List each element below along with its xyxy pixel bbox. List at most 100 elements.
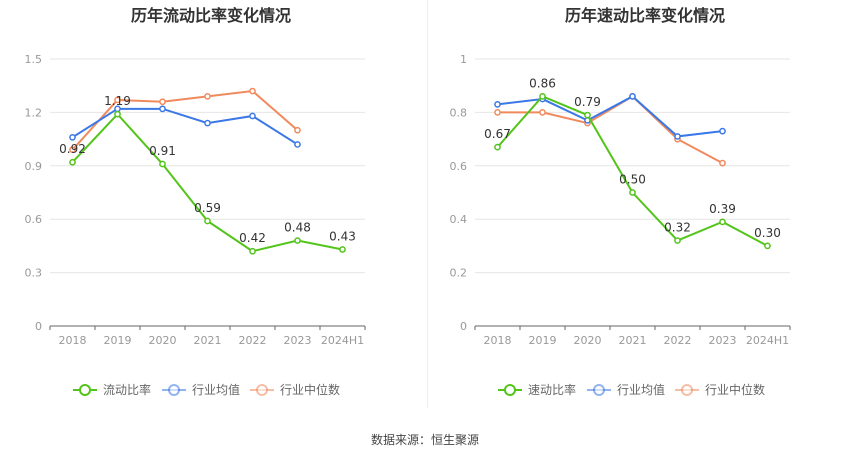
legend-marker bbox=[681, 384, 693, 396]
legend-item: 行业中位数 bbox=[675, 382, 765, 397]
chart-divider bbox=[427, 0, 428, 408]
legend-item: 行业均值 bbox=[587, 382, 665, 397]
data-label: 0.79 bbox=[574, 95, 601, 109]
data-point bbox=[69, 146, 76, 154]
y-tick-label: 0.3 bbox=[25, 267, 43, 280]
x-tick-label: 2019 bbox=[529, 334, 557, 347]
data-label: 0.91 bbox=[149, 144, 176, 158]
y-tick-label: 0.4 bbox=[450, 213, 468, 226]
legend-label: 速动比率 bbox=[528, 382, 576, 397]
data-point bbox=[249, 87, 256, 95]
quick-ratio-chart: 0 0.2 0.4 0.6 0.8 1 2018 2019 2020 2021 2022 2023 20… bbox=[450, 53, 791, 397]
data-point bbox=[294, 237, 301, 244]
x-tick-label: 2024H1 bbox=[321, 334, 364, 347]
data-label: 0.50 bbox=[619, 173, 646, 187]
data-point bbox=[494, 143, 501, 151]
legend-label: 流动比率 bbox=[103, 382, 151, 397]
y-tick-label: 0 bbox=[460, 320, 467, 333]
x-tick-label: 2018 bbox=[484, 334, 512, 347]
y-tick-label: 1.2 bbox=[25, 106, 43, 119]
data-point bbox=[69, 158, 76, 166]
data-point bbox=[159, 160, 166, 168]
data-point bbox=[674, 237, 681, 244]
data-point bbox=[539, 93, 546, 100]
legend-item: 速动比率 bbox=[498, 382, 576, 397]
y-tick-label: 0.9 bbox=[25, 160, 43, 173]
x-tick-label: 2024H1 bbox=[746, 334, 789, 347]
legend-marker bbox=[168, 384, 180, 396]
data-point bbox=[204, 93, 211, 100]
data-point bbox=[764, 242, 771, 250]
series-line bbox=[496, 95, 768, 247]
series-line bbox=[497, 95, 723, 138]
data-point bbox=[249, 247, 256, 255]
y-tick-label: 0.2 bbox=[450, 267, 468, 280]
legend-label: 行业中位数 bbox=[280, 382, 340, 397]
data-point bbox=[719, 218, 726, 226]
data-point bbox=[204, 119, 211, 127]
series-line bbox=[497, 95, 723, 165]
x-tick-label: 2023 bbox=[709, 334, 737, 347]
data-point bbox=[539, 109, 546, 116]
series-line bbox=[71, 107, 299, 146]
data-label: 0.59 bbox=[194, 201, 221, 215]
data-point bbox=[159, 105, 166, 113]
data-point bbox=[114, 110, 121, 118]
x-tick-label: 2022 bbox=[664, 334, 692, 347]
data-point bbox=[674, 133, 681, 140]
data-point bbox=[629, 189, 636, 196]
x-tick-label: 2023 bbox=[284, 334, 312, 347]
y-tick-label: 0.6 bbox=[25, 213, 43, 226]
legend-marker bbox=[504, 384, 516, 396]
data-point bbox=[69, 133, 76, 141]
chart-title-quick-ratio: 历年速动比率变化情况 bbox=[564, 6, 725, 25]
x-tick-label: 2018 bbox=[59, 334, 87, 347]
data-label: 0.43 bbox=[329, 229, 356, 243]
x-tick-label: 2021 bbox=[619, 334, 647, 347]
legend-marker bbox=[79, 384, 91, 396]
y-tick-label: 0 bbox=[35, 320, 42, 333]
data-label: 0.67 bbox=[484, 127, 511, 141]
legend-marker bbox=[256, 384, 268, 396]
data-point bbox=[204, 217, 211, 225]
legend-label: 行业均值 bbox=[617, 382, 665, 397]
data-label: 0.92 bbox=[59, 142, 86, 156]
data-point bbox=[159, 98, 166, 106]
y-tick-label: 0.8 bbox=[450, 106, 468, 119]
legend-label: 行业中位数 bbox=[705, 382, 765, 397]
data-point bbox=[339, 246, 346, 253]
data-point bbox=[294, 126, 301, 134]
data-point bbox=[584, 111, 591, 119]
y-tick-label: 1.5 bbox=[25, 53, 43, 66]
data-point bbox=[719, 159, 726, 167]
legend-label: 行业均值 bbox=[192, 382, 240, 397]
data-label: 0.42 bbox=[239, 231, 266, 245]
data-label: 1.19 bbox=[104, 94, 131, 108]
x-tick-label: 2020 bbox=[149, 334, 177, 347]
data-label: 0.32 bbox=[664, 221, 691, 235]
data-point bbox=[629, 93, 636, 100]
legend-marker bbox=[593, 384, 605, 396]
data-point bbox=[114, 96, 121, 104]
data-point bbox=[249, 112, 256, 120]
data-point bbox=[494, 101, 501, 108]
chart-title-current-ratio: 历年流动比率变化情况 bbox=[130, 6, 291, 25]
data-point bbox=[294, 141, 301, 148]
data-label: 0.30 bbox=[754, 226, 781, 240]
x-tick-label: 2021 bbox=[194, 334, 222, 347]
data-label: 0.48 bbox=[284, 221, 311, 235]
x-tick-label: 2020 bbox=[574, 334, 602, 347]
legend-item: 行业均值 bbox=[162, 382, 240, 397]
data-label: 0.86 bbox=[529, 76, 556, 90]
legend-item: 流动比率 bbox=[73, 382, 151, 397]
data-point bbox=[719, 127, 726, 135]
x-tick-label: 2022 bbox=[239, 334, 267, 347]
current-ratio-chart: 0 0.3 0.6 0.9 1.2 1.5 2018 2019 2020 2021 2022 2023… bbox=[25, 53, 366, 397]
x-tick-label: 2019 bbox=[104, 334, 132, 347]
data-source-note: 数据来源：恒生聚源 bbox=[370, 433, 479, 447]
y-tick-label: 0.6 bbox=[450, 160, 468, 173]
data-label: 0.39 bbox=[709, 202, 736, 216]
series-line bbox=[71, 89, 299, 151]
data-point bbox=[494, 109, 501, 116]
legend-item: 行业中位数 bbox=[250, 382, 340, 397]
